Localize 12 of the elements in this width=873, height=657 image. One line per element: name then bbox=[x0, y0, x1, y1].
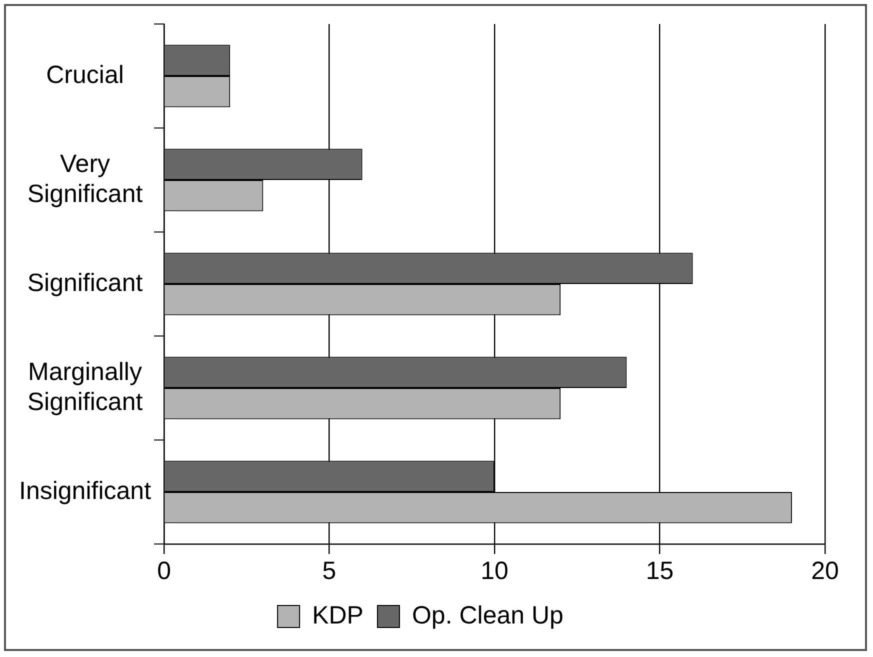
x-tick-label: 15 bbox=[646, 556, 674, 585]
x-tick-label: 10 bbox=[480, 556, 508, 585]
x-tick-label: 20 bbox=[811, 556, 839, 585]
legend-label: Op. Clean Up bbox=[412, 601, 564, 630]
y-tick-label: Very Significant bbox=[27, 150, 143, 208]
legend-label: KDP bbox=[312, 601, 364, 630]
y-tick-label: Crucial bbox=[46, 60, 124, 89]
y-tick-label: Insignificant bbox=[18, 476, 152, 505]
x-tick-label: 0 bbox=[157, 556, 171, 585]
x-tick-label: 5 bbox=[322, 556, 336, 585]
y-tick-label: Marginally Significant bbox=[27, 358, 143, 416]
y-tick-label: Significant bbox=[27, 268, 143, 297]
